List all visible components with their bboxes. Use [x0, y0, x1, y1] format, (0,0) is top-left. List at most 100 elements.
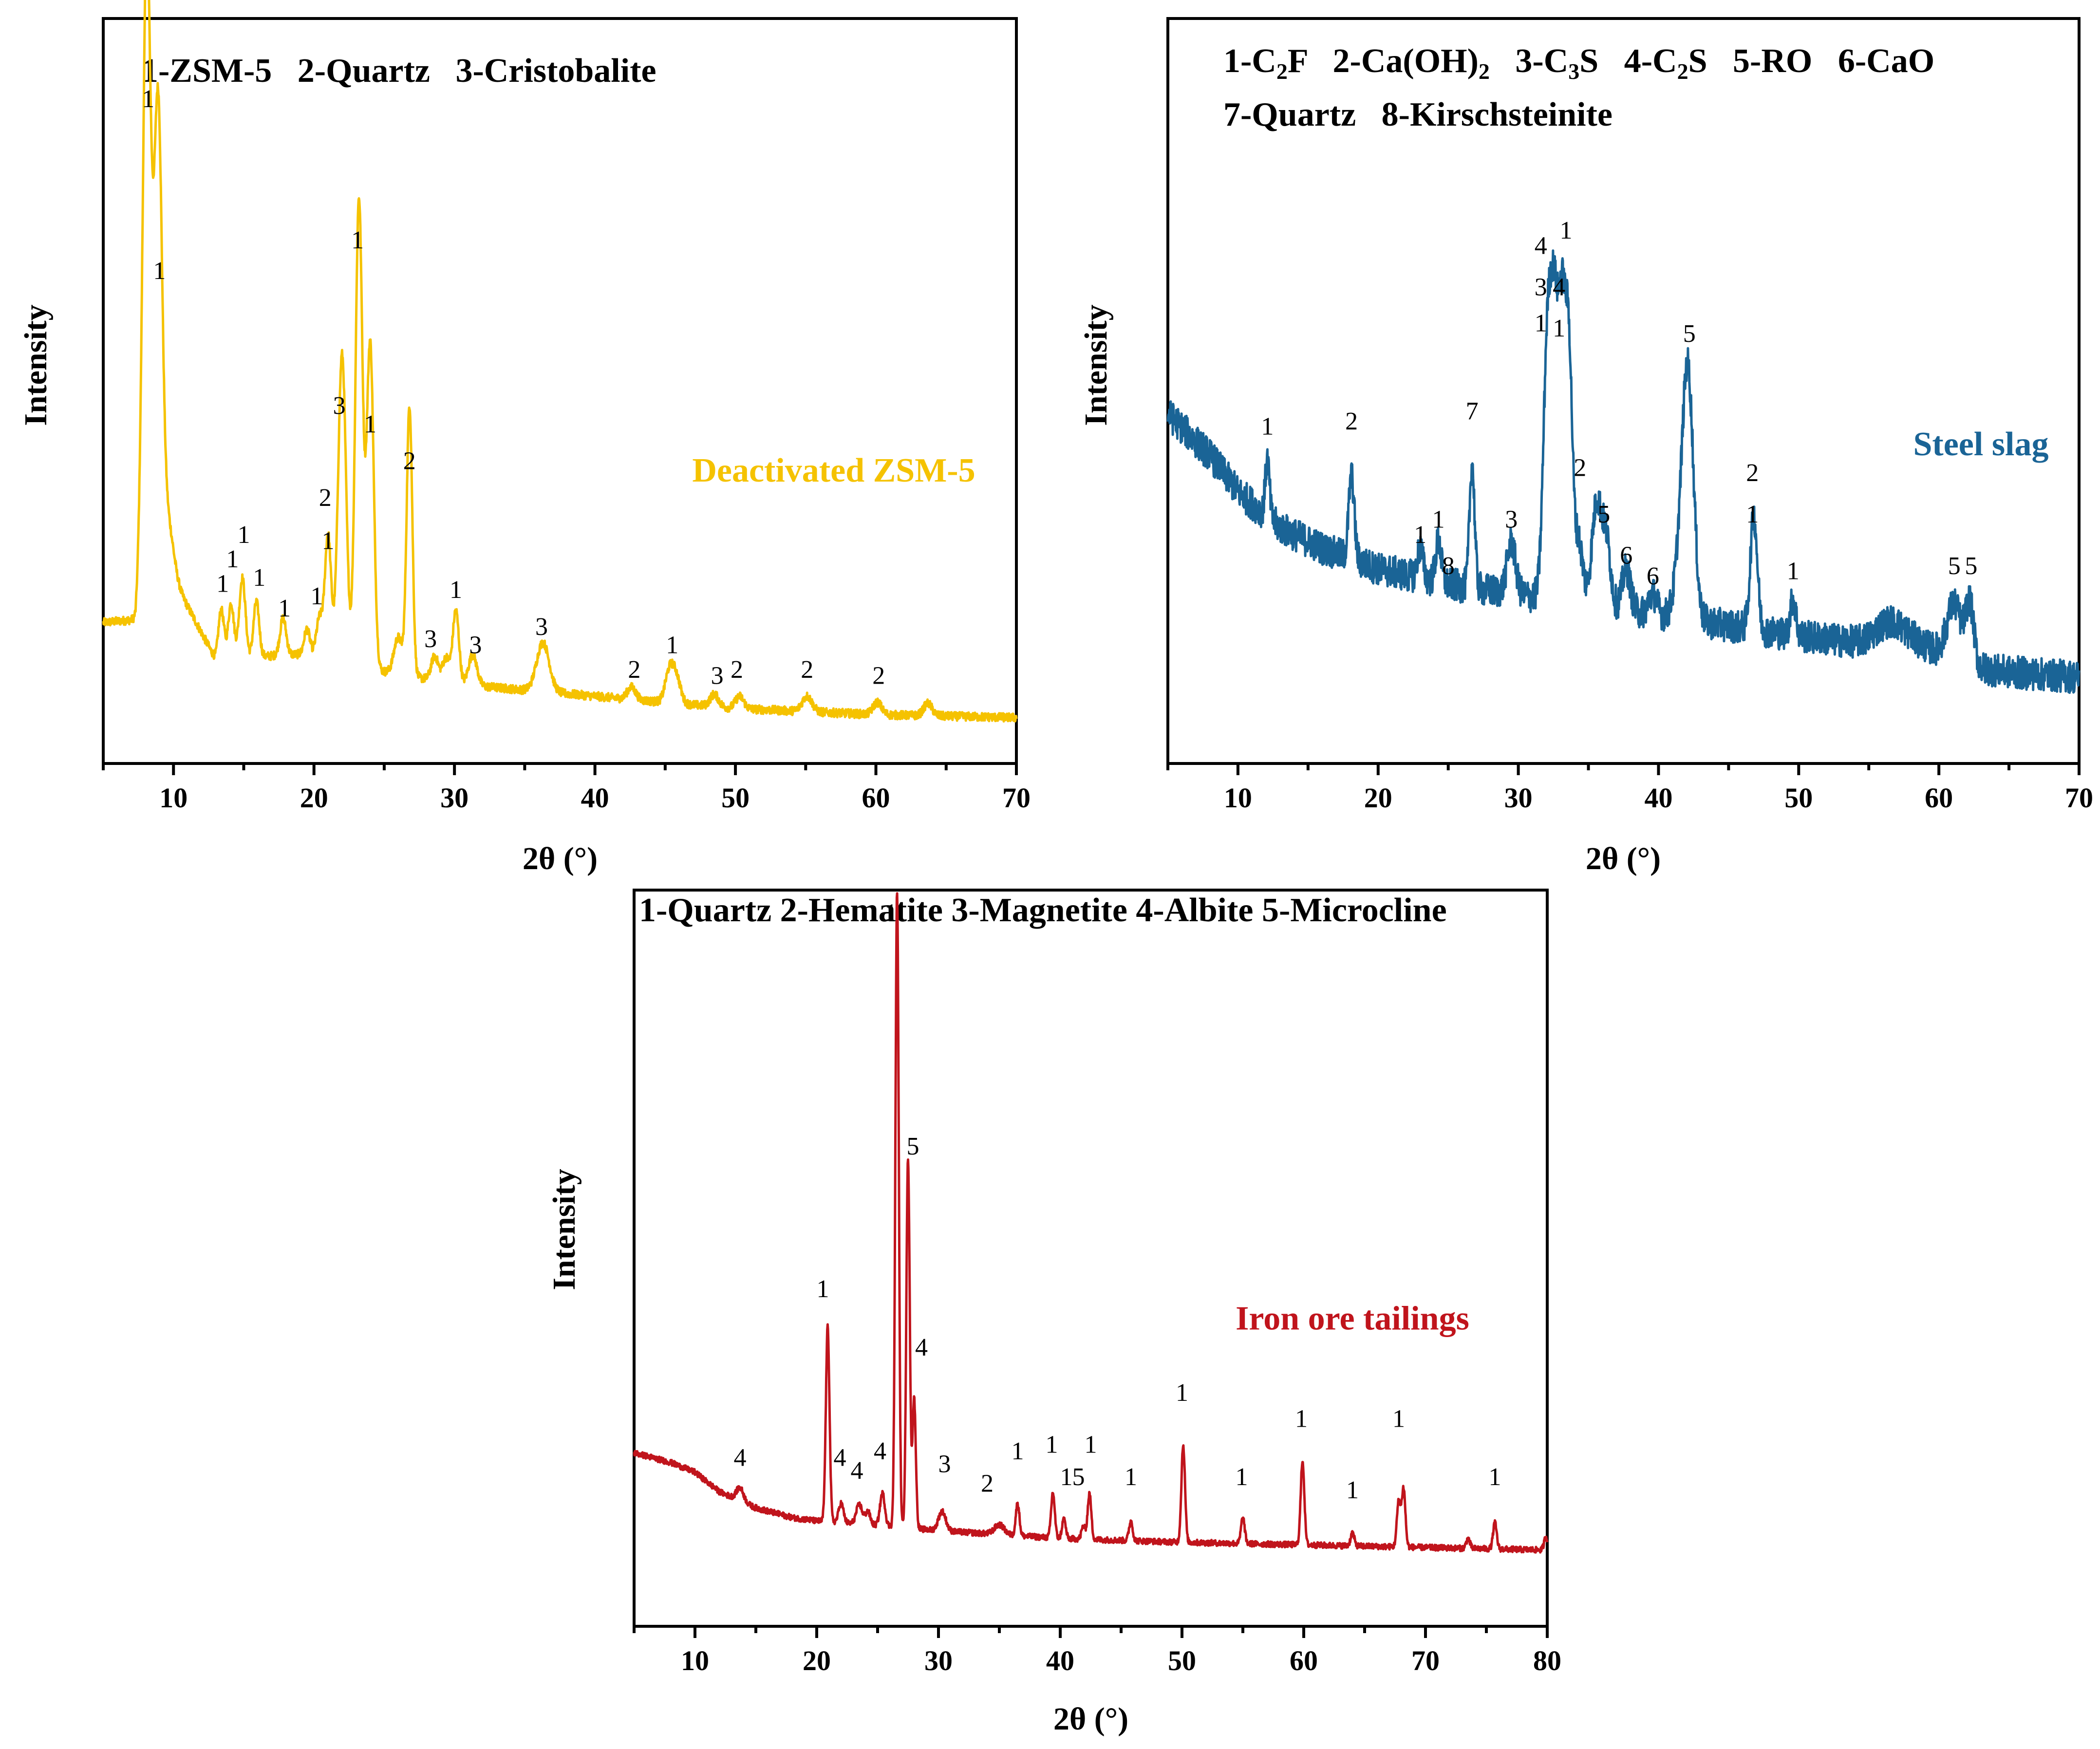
x-tick-label: 10: [681, 1645, 709, 1676]
peak-label: 2: [319, 484, 332, 512]
panel-steel-slag-trace: [1166, 249, 2081, 694]
peak-label: 3: [333, 392, 346, 420]
peak-label: 2: [981, 1470, 994, 1498]
peak-label: 1: [1060, 1463, 1073, 1491]
peak-label: 1: [1746, 501, 1759, 528]
peak-label: 3: [1535, 273, 1547, 301]
peak-label: 1: [666, 632, 678, 659]
peak-label: 1: [1012, 1437, 1024, 1465]
peak-label: 1: [216, 570, 229, 598]
peak-label: 1: [1535, 310, 1547, 337]
peak-label: 1: [1125, 1463, 1137, 1491]
peak-label: 1: [1176, 1379, 1188, 1407]
peak-label: 1: [1295, 1405, 1308, 1433]
peak-label: 2: [403, 447, 416, 475]
panel-steel-slag-y-axis-title: Intensity: [1078, 304, 1114, 426]
panel-zsm5-sample-label: Deactivated ZSM-5: [692, 452, 975, 489]
x-tick-label: 30: [440, 782, 469, 814]
peak-label: 5: [1072, 1463, 1085, 1491]
panel-zsm5-x-axis-title: 2θ (°): [523, 841, 598, 876]
peak-label: 7: [1466, 397, 1479, 425]
peak-label: 5: [1683, 320, 1696, 348]
panel-zsm5-frame: [102, 17, 1018, 765]
x-tick-label: 10: [159, 782, 188, 814]
peak-label: 1: [1553, 315, 1565, 342]
peak-label: 1: [1261, 413, 1274, 441]
peak-label: 4: [851, 1457, 863, 1485]
peak-label: 5: [907, 1133, 919, 1160]
peak-label: 1: [1489, 1463, 1501, 1491]
x-tick-label: 10: [1224, 782, 1252, 814]
panel-steel-slag-legend-line-2: 7-Quartz 8-Kirschsteinite: [1223, 96, 1612, 133]
peak-label: 1: [1560, 217, 1573, 244]
peak-label: 4: [874, 1437, 886, 1465]
peak-label: 2: [1574, 454, 1586, 482]
panel-steel-slag-frame: [1166, 17, 2081, 765]
peak-label: 1: [153, 257, 166, 285]
panel-iron-ore-tailings-legend-line-1: 1-Quartz 2-Hematite 3-Magnetite 4-Albite…: [639, 892, 1447, 929]
peak-label: 4: [734, 1444, 747, 1471]
panel-zsm5-legend-line-1: 1-ZSM-5 2-Quartz 3-Cristobalite: [141, 52, 656, 90]
legend-c2s: S 4-C: [1579, 42, 1677, 80]
peak-label: 2: [801, 656, 813, 684]
peak-label: 3: [711, 662, 724, 690]
x-tick-label: 70: [1002, 782, 1031, 814]
x-tick-label: 20: [803, 1645, 831, 1676]
peak-label: 3: [535, 613, 548, 641]
panel-zsm5-legend: 1-ZSM-5 2-Quartz 3-Cristobalite: [141, 52, 656, 90]
peak-label: 1: [1392, 1405, 1405, 1433]
panel-steel-slag: 1-C2F 2-Ca(OH)2 3-C3S 4-C2S 5-RO 6-CaO 7…: [1078, 17, 2093, 876]
x-tick-label: 60: [862, 782, 890, 814]
peak-label: 4: [915, 1334, 928, 1361]
panel-steel-slag-sample-label: Steel slag: [1913, 426, 2048, 463]
peak-label: 1: [885, 899, 898, 927]
subscript: 2: [1276, 59, 1288, 84]
x-tick-label: 40: [1046, 1645, 1074, 1676]
peak-label: 8: [1442, 552, 1455, 580]
peak-label: 1: [364, 410, 376, 438]
x-tick-label: 30: [924, 1645, 953, 1676]
peak-label: 3: [938, 1451, 951, 1478]
peak-label: 4: [834, 1444, 846, 1471]
peak-label: 5: [1597, 501, 1610, 528]
peak-label: 6: [1647, 562, 1659, 590]
peak-label: 1: [1346, 1476, 1359, 1504]
peak-label: 5: [1965, 552, 1977, 580]
panel-iron-ore-tailings-x-axis-title: 2θ (°): [1053, 1701, 1128, 1737]
peak-label: 1: [238, 521, 250, 549]
panel-steel-slag-legend-line-1: 1-C2F 2-Ca(OH)2 3-C3S 4-C2S 5-RO 6-CaO: [1223, 42, 1934, 84]
peak-label: 1: [817, 1275, 829, 1303]
x-tick-label: 20: [1364, 782, 1392, 814]
panel-iron-ore-tailings-frame: [633, 889, 1549, 1628]
peak-label: 3: [424, 625, 437, 653]
x-tick-label: 70: [2065, 782, 2093, 814]
peak-label: 1: [142, 85, 154, 113]
peak-label: 2: [1746, 459, 1759, 487]
x-tick-label: 50: [1168, 1645, 1196, 1676]
peak-label: 2: [1345, 408, 1358, 435]
peak-label: 1: [450, 576, 462, 604]
peak-label: 1: [1432, 505, 1445, 533]
subscript: 2: [1479, 59, 1490, 84]
peak-label: 1: [311, 582, 323, 610]
x-tick-label: 50: [1784, 782, 1813, 814]
x-tick-label: 60: [1290, 1645, 1318, 1676]
x-tick-label: 50: [721, 782, 750, 814]
peak-label: 1: [351, 226, 364, 254]
peak-label: 1: [1236, 1463, 1248, 1491]
panel-iron-ore-tailings-legend: 1-Quartz 2-Hematite 3-Magnetite 4-Albite…: [639, 892, 1447, 929]
x-tick-label: 20: [300, 782, 328, 814]
peak-label: 2: [872, 662, 885, 690]
peak-label: 1: [278, 595, 291, 622]
peak-label: 3: [469, 632, 482, 659]
peak-label: 1: [226, 545, 239, 573]
subscript: 3: [1568, 59, 1579, 84]
panel-zsm5-y-axis-title: Intensity: [18, 304, 54, 426]
peak-label: 1: [253, 564, 265, 592]
panel-zsm5-x-ticks: 10 20 30 40 50 60 70: [102, 763, 1031, 814]
subscript: 2: [1677, 59, 1688, 84]
peak-label: 3: [1505, 505, 1518, 533]
legend-c2f: 1-C: [1223, 42, 1276, 80]
